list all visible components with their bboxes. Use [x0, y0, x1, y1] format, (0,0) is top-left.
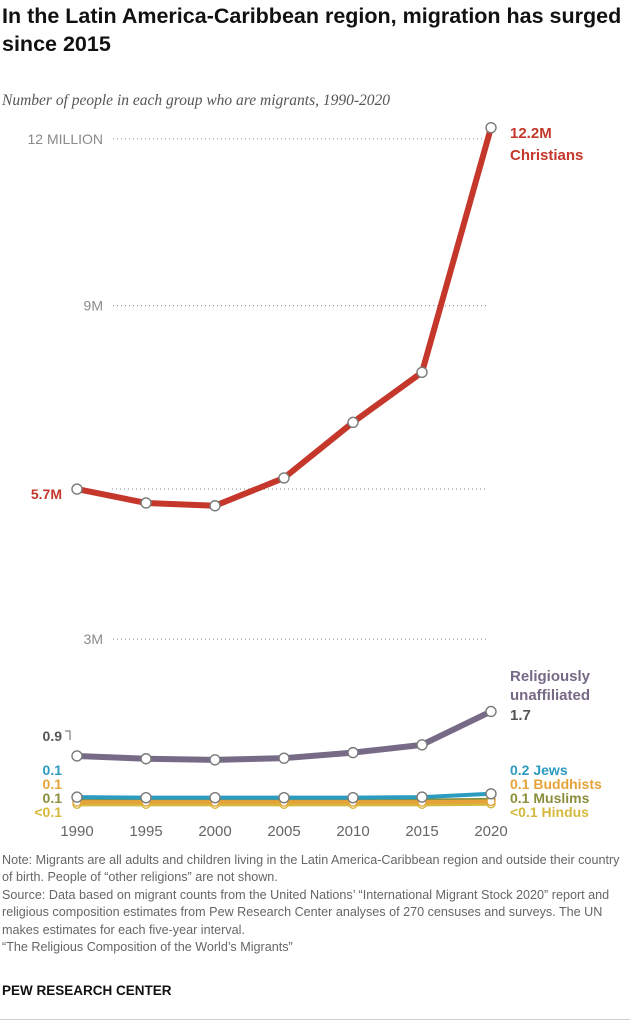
data-point [209, 500, 221, 512]
start-label: 0.9 [43, 728, 63, 744]
data-point [416, 739, 428, 751]
data-point [71, 750, 83, 762]
data-point [347, 791, 359, 804]
end-label: <0.1 Hindus [510, 804, 589, 820]
x-tick-label: 1990 [60, 823, 93, 840]
x-tick-label: 2010 [336, 823, 369, 840]
start-label: 0.1 [43, 790, 63, 806]
end-label: 0.1 Buddhists [510, 776, 602, 792]
data-point [71, 483, 83, 495]
data-point [209, 754, 221, 766]
x-tick-label: 1995 [129, 823, 162, 840]
source-text: Source: Data based on migrant counts fro… [2, 887, 610, 937]
data-point [140, 753, 152, 765]
data-point [485, 705, 497, 718]
x-tick-label: 2000 [198, 823, 231, 840]
line-chart: 3M 9M 12 MILLION 1990 1995 2000 2005 2010 2015 20… [28, 121, 602, 840]
series-line [74, 124, 494, 509]
y-tick-label: 12 MILLION [28, 131, 103, 147]
series-religiously-unaffiliated [71, 705, 497, 766]
report-title: “The Religious Composition of the World’… [2, 940, 293, 955]
brand-logo-text: PEW RESEARCH CENTER [2, 983, 172, 998]
start-label: <0.1 [34, 804, 62, 820]
chart-notes: Note: Migrants are all adults and childr… [2, 852, 624, 956]
data-point [209, 791, 221, 804]
data-point [485, 121, 497, 134]
chart-subtitle: Number of people in each group who are m… [2, 92, 391, 109]
divider [0, 1019, 630, 1020]
chart-title: In the Latin America-Caribbean region, m… [2, 4, 622, 56]
end-label: 0.2 Jews [510, 762, 568, 778]
start-label: 0.1 [43, 776, 63, 792]
y-tick-label: 3M [84, 631, 103, 647]
data-point [416, 366, 428, 379]
end-label: Religiously [510, 668, 591, 685]
data-point [347, 416, 359, 429]
gridlines: 3M 9M 12 MILLION [28, 131, 487, 647]
x-tick-label: 2020 [474, 823, 507, 840]
end-label: 0.1 Muslims [510, 790, 590, 806]
end-label: 12.2M [510, 125, 552, 142]
x-axis: 1990 1995 2000 2005 2010 2015 2020 [60, 823, 507, 840]
data-point [278, 791, 290, 804]
series-christians [71, 121, 497, 512]
series-jews [71, 788, 497, 804]
x-tick-label: 2005 [267, 823, 300, 840]
data-point [347, 746, 359, 759]
y-tick-label: 9M [84, 298, 103, 314]
start-label: 0.1 [43, 762, 63, 778]
data-point [71, 791, 83, 803]
data-point [278, 752, 290, 764]
data-point [485, 788, 497, 800]
data-point [140, 497, 152, 509]
data-point [140, 791, 152, 804]
label-connector [65, 730, 71, 740]
end-label: unaffiliated [510, 687, 590, 704]
note-text: Note: Migrants are all adults and childr… [2, 853, 620, 885]
data-point [416, 791, 428, 803]
x-tick-label: 2015 [405, 823, 438, 840]
start-label: 5.7M [31, 486, 62, 502]
data-point [278, 472, 290, 484]
end-label: 1.7 [510, 707, 531, 724]
end-label: Christians [510, 147, 583, 164]
